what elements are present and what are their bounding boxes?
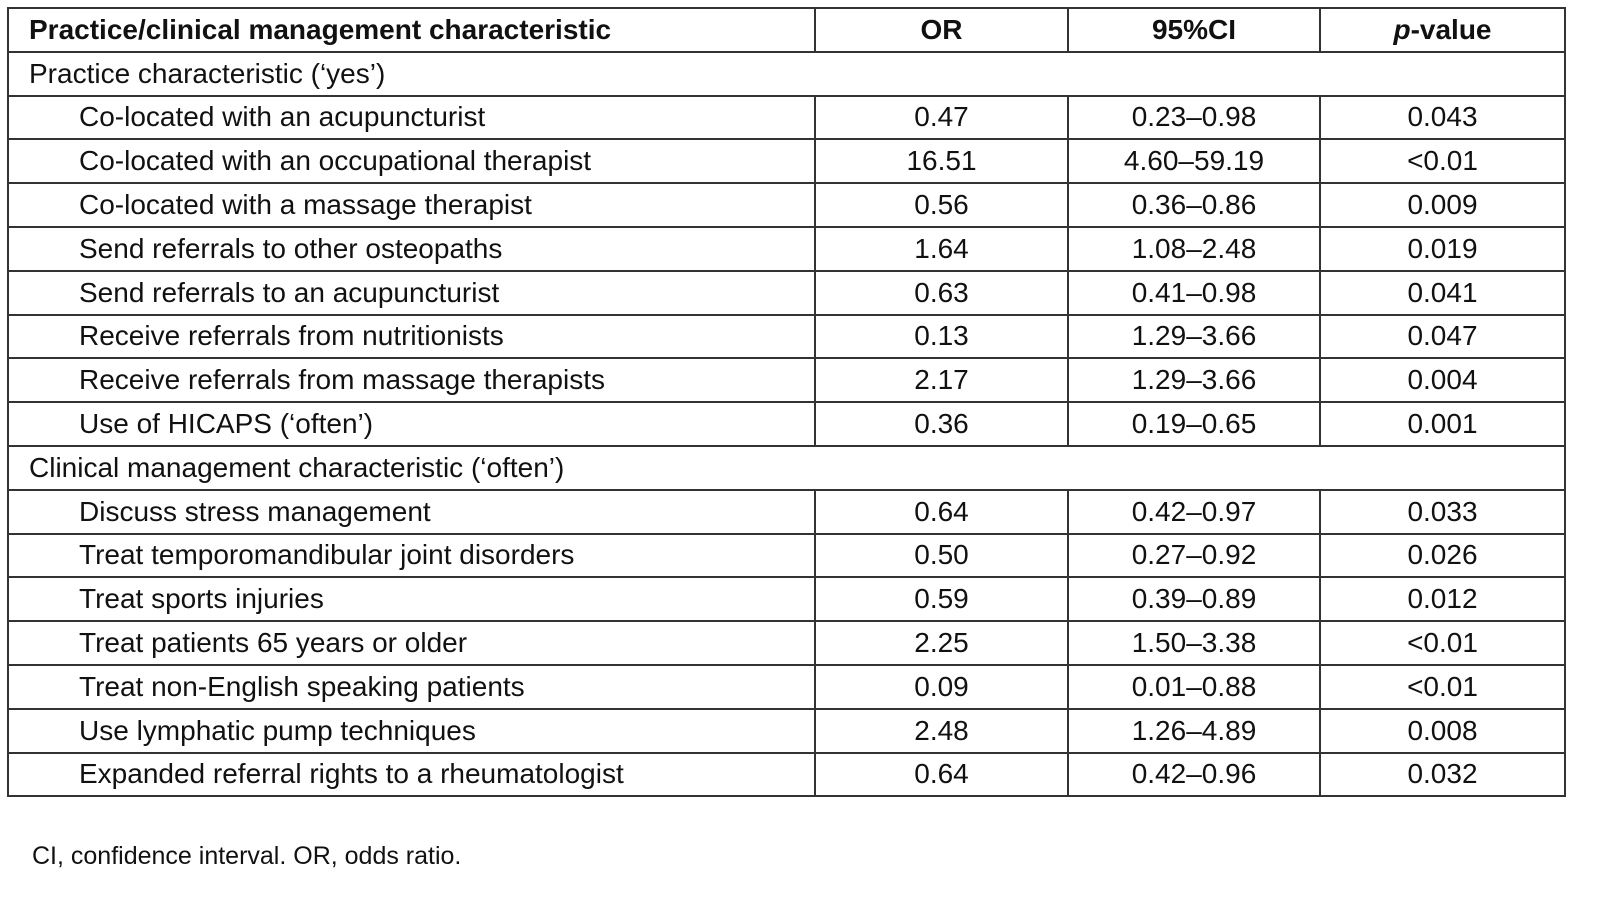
characteristic-cell: Treat patients 65 years or older	[7, 620, 816, 666]
ci-cell: 1.50–3.38	[1067, 620, 1321, 666]
or-cell: 0.36	[814, 401, 1069, 447]
characteristic-cell: Expanded referral rights to a rheumatolo…	[7, 751, 816, 798]
section-row: Clinical management characteristic (‘oft…	[7, 444, 1566, 491]
table-row: Co-located with an acupuncturist 0.47 0.23…	[7, 94, 1566, 141]
ci-cell: 0.01–0.88	[1067, 663, 1321, 710]
header-characteristic: Practice/clinical management characteris…	[7, 7, 816, 53]
table-row: Use lymphatic pump techniques 2.48 1.26–4.…	[7, 707, 1566, 754]
or-cell: 0.64	[814, 751, 1069, 798]
or-cell: 2.25	[814, 620, 1069, 666]
table-row: Co-located with a massage therapist 0.56 0…	[7, 182, 1566, 228]
ci-cell: 0.41–0.98	[1067, 269, 1321, 316]
table-row: Use of HICAPS (‘often’) 0.36 0.19–0.65 0.00…	[7, 401, 1566, 447]
or-cell: 0.63	[814, 269, 1069, 316]
header-or: OR	[814, 7, 1069, 53]
p-value-cell: <0.01	[1319, 663, 1566, 710]
ci-cell: 0.23–0.98	[1067, 94, 1321, 141]
table-row: Receive referrals from massage therapist…	[7, 357, 1566, 404]
odds-ratio-table: Practice/clinical management characteris…	[7, 7, 1566, 798]
table-row: Receive referrals from nutritionists 0.13…	[7, 313, 1566, 360]
p-value-cell: 0.043	[1319, 94, 1566, 141]
ci-cell: 1.29–3.66	[1067, 313, 1321, 360]
or-cell: 0.13	[814, 313, 1069, 360]
characteristic-cell: Use of HICAPS (‘often’)	[7, 401, 816, 447]
header-row: Practice/clinical management characteris…	[7, 7, 1566, 53]
characteristic-cell: Receive referrals from massage therapist…	[7, 357, 816, 404]
ci-cell: 0.19–0.65	[1067, 401, 1321, 447]
ci-cell: 0.39–0.89	[1067, 576, 1321, 623]
p-value-cell: 0.032	[1319, 751, 1566, 798]
ci-cell: 1.08–2.48	[1067, 225, 1321, 272]
table-row: Co-located with an occupational therapis…	[7, 138, 1566, 185]
p-value-cell: 0.009	[1319, 182, 1566, 228]
ci-cell: 0.42–0.96	[1067, 751, 1321, 798]
characteristic-cell: Treat sports injuries	[7, 576, 816, 623]
characteristic-cell: Treat temporomandibular joint disorders	[7, 532, 816, 579]
or-cell: 2.48	[814, 707, 1069, 754]
or-cell: 0.59	[814, 576, 1069, 623]
or-cell: 0.56	[814, 182, 1069, 228]
table-row: Treat non-English speaking patients 0.09 0…	[7, 663, 1566, 710]
ci-cell: 0.27–0.92	[1067, 532, 1321, 579]
p-value-cell: 0.019	[1319, 225, 1566, 272]
p-value-cell: 0.033	[1319, 488, 1566, 535]
or-cell: 1.64	[814, 225, 1069, 272]
characteristic-cell: Receive referrals from nutritionists	[7, 313, 816, 360]
or-cell: 0.50	[814, 532, 1069, 579]
table-row: Treat temporomandibular joint disorders 0…	[7, 532, 1566, 579]
characteristic-cell: Use lymphatic pump techniques	[7, 707, 816, 754]
characteristic-cell: Co-located with an occupational therapis…	[7, 138, 816, 185]
or-cell: 0.09	[814, 663, 1069, 710]
table-row: Treat patients 65 years or older 2.25 1.50…	[7, 620, 1566, 666]
p-value-cell: 0.001	[1319, 401, 1566, 447]
p-value-cell: 0.041	[1319, 269, 1566, 316]
header-ci: 95%CI	[1067, 7, 1321, 53]
or-cell: 2.17	[814, 357, 1069, 404]
p-value-cell: <0.01	[1319, 138, 1566, 185]
characteristic-cell: Co-located with an acupuncturist	[7, 94, 816, 141]
table-row: Treat sports injuries 0.59 0.39–0.89 0.012	[7, 576, 1566, 623]
p-value-cell: 0.026	[1319, 532, 1566, 579]
table-row: Send referrals to other osteopaths 1.64 1.…	[7, 225, 1566, 272]
p-value-cell: 0.012	[1319, 576, 1566, 623]
ci-cell: 0.36–0.86	[1067, 182, 1321, 228]
p-value-cell: 0.047	[1319, 313, 1566, 360]
table-row: Send referrals to an acupuncturist 0.63 0.…	[7, 269, 1566, 316]
or-cell: 0.64	[814, 488, 1069, 535]
table-row: Discuss stress management 0.64 0.42–0.97 0.…	[7, 488, 1566, 535]
p-value-cell: 0.008	[1319, 707, 1566, 754]
characteristic-cell: Discuss stress management	[7, 488, 816, 535]
section-title: Clinical management characteristic (‘oft…	[7, 444, 1566, 491]
ci-cell: 0.42–0.97	[1067, 488, 1321, 535]
characteristic-cell: Send referrals to other osteopaths	[7, 225, 816, 272]
or-cell: 16.51	[814, 138, 1069, 185]
ci-cell: 4.60–59.19	[1067, 138, 1321, 185]
characteristic-cell: Treat non-English speaking patients	[7, 663, 816, 710]
or-cell: 0.47	[814, 94, 1069, 141]
footnote: CI, confidence interval. OR, odds ratio.	[32, 842, 462, 870]
section-row: Practice characteristic (‘yes’)	[7, 50, 1566, 97]
table-row: Expanded referral rights to a rheumatolo…	[7, 751, 1566, 798]
characteristic-cell: Co-located with a massage therapist	[7, 182, 816, 228]
ci-cell: 1.29–3.66	[1067, 357, 1321, 404]
ci-cell: 1.26–4.89	[1067, 707, 1321, 754]
p-value-cell: 0.004	[1319, 357, 1566, 404]
characteristic-cell: Send referrals to an acupuncturist	[7, 269, 816, 316]
section-title: Practice characteristic (‘yes’)	[7, 50, 1566, 97]
header-p-value: p-value	[1319, 7, 1566, 53]
p-value-cell: <0.01	[1319, 620, 1566, 666]
